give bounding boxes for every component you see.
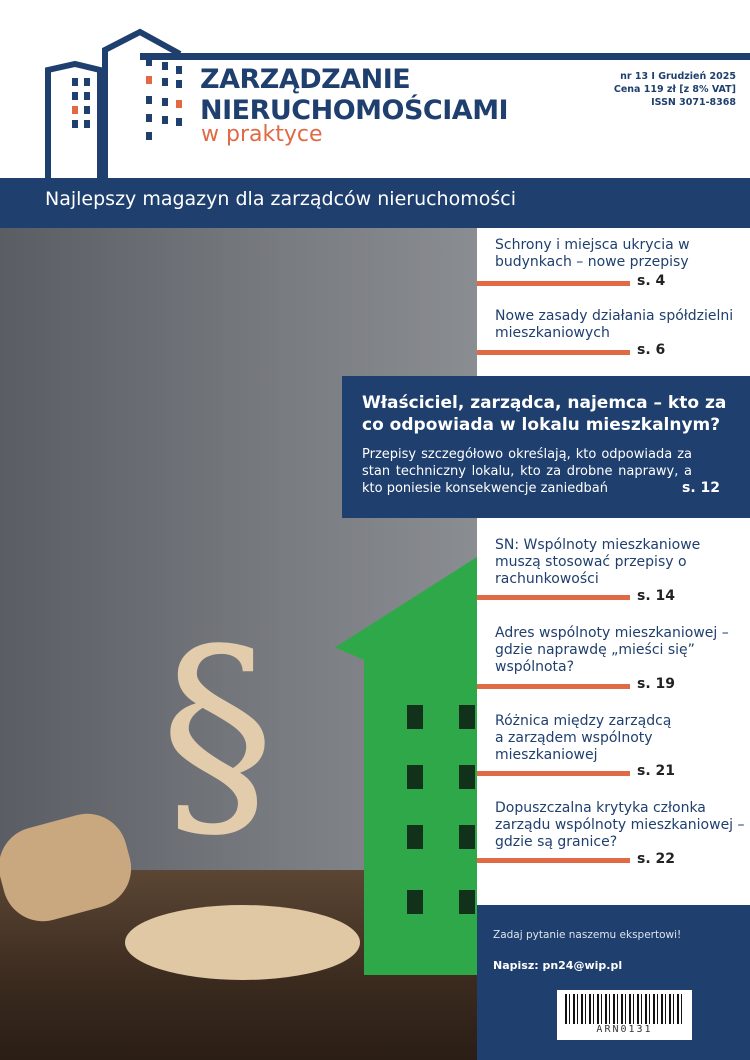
article-page: s. 4 bbox=[637, 273, 666, 289]
tagline: Najlepszy magazyn dla zarządców nierucho… bbox=[45, 188, 516, 210]
issn: ISSN 3071-8368 bbox=[651, 97, 736, 108]
barcode-number: ARN0131 bbox=[596, 1024, 653, 1035]
article-title: Dopuszczalna krytyka członka zarządu wsp… bbox=[495, 800, 745, 850]
feature-page: s. 12 bbox=[681, 480, 720, 496]
magazine-title: ZARZĄDZANIE NIERUCHOMOŚCIAMI bbox=[200, 64, 509, 126]
title-line-2: NIERUCHOMOŚCIAMI bbox=[200, 95, 509, 126]
barcode-bars bbox=[565, 994, 684, 1024]
article-bar bbox=[477, 595, 630, 600]
article-page: s. 6 bbox=[637, 342, 666, 358]
article-page: s. 14 bbox=[637, 588, 676, 604]
article-title: SN: Wspólnoty mieszkaniowe muszą stosowa… bbox=[495, 537, 701, 587]
tagline-band bbox=[0, 178, 750, 228]
masthead: ZARZĄDZANIE NIERUCHOMOŚCIAMI w praktyce … bbox=[0, 0, 750, 178]
feature-article: Właściciel, zarządca, najemca – kto za c… bbox=[342, 376, 750, 518]
header-rule bbox=[140, 53, 750, 60]
article-bar bbox=[477, 771, 630, 776]
price: Cena 119 zł [z 8% VAT] bbox=[613, 84, 736, 95]
article-page: s. 22 bbox=[637, 851, 676, 867]
article-title: Różnica między zarządcą a zarządem wspól… bbox=[495, 713, 672, 763]
article-title: Schrony i miejsca ukrycia w budynkach – … bbox=[495, 237, 690, 270]
feature-title: Właściciel, zarządca, najemca – kto za c… bbox=[362, 393, 727, 435]
gavel-block bbox=[125, 905, 360, 980]
article-bar bbox=[477, 281, 630, 286]
article-title: Adres wspólnoty mieszkaniowej – gdzie na… bbox=[495, 625, 729, 675]
article-bar bbox=[477, 350, 630, 355]
issue-info: nr 13 I Grudzień 2025 Cena 119 zł [z 8% … bbox=[614, 70, 736, 109]
contact-email[interactable]: Napisz: pn24@wip.pl bbox=[493, 959, 623, 972]
magazine-subtitle: w praktyce bbox=[201, 122, 323, 147]
article-page: s. 19 bbox=[637, 676, 676, 692]
article-bar bbox=[477, 684, 630, 689]
issue-number: nr 13 I Grudzień 2025 bbox=[620, 71, 736, 82]
article-bar bbox=[477, 858, 630, 863]
feature-body: Przepisy szczegółowo określają, kto odpo… bbox=[362, 447, 692, 496]
article-title: Nowe zasady działania spółdzielni mieszk… bbox=[495, 308, 734, 341]
contact-box: Zadaj pytanie naszemu ekspertowi! Napisz… bbox=[477, 905, 750, 1060]
title-line-1: ZARZĄDZANIE bbox=[200, 64, 411, 95]
contact-prompt: Zadaj pytanie naszemu ekspertowi! bbox=[493, 929, 682, 941]
article-page: s. 21 bbox=[637, 763, 676, 779]
barcode: ARN0131 bbox=[557, 990, 692, 1040]
articles-column-bottom bbox=[477, 518, 750, 905]
paragraph-sign-icon: § bbox=[160, 601, 275, 868]
building-logo-icon bbox=[45, 28, 182, 178]
